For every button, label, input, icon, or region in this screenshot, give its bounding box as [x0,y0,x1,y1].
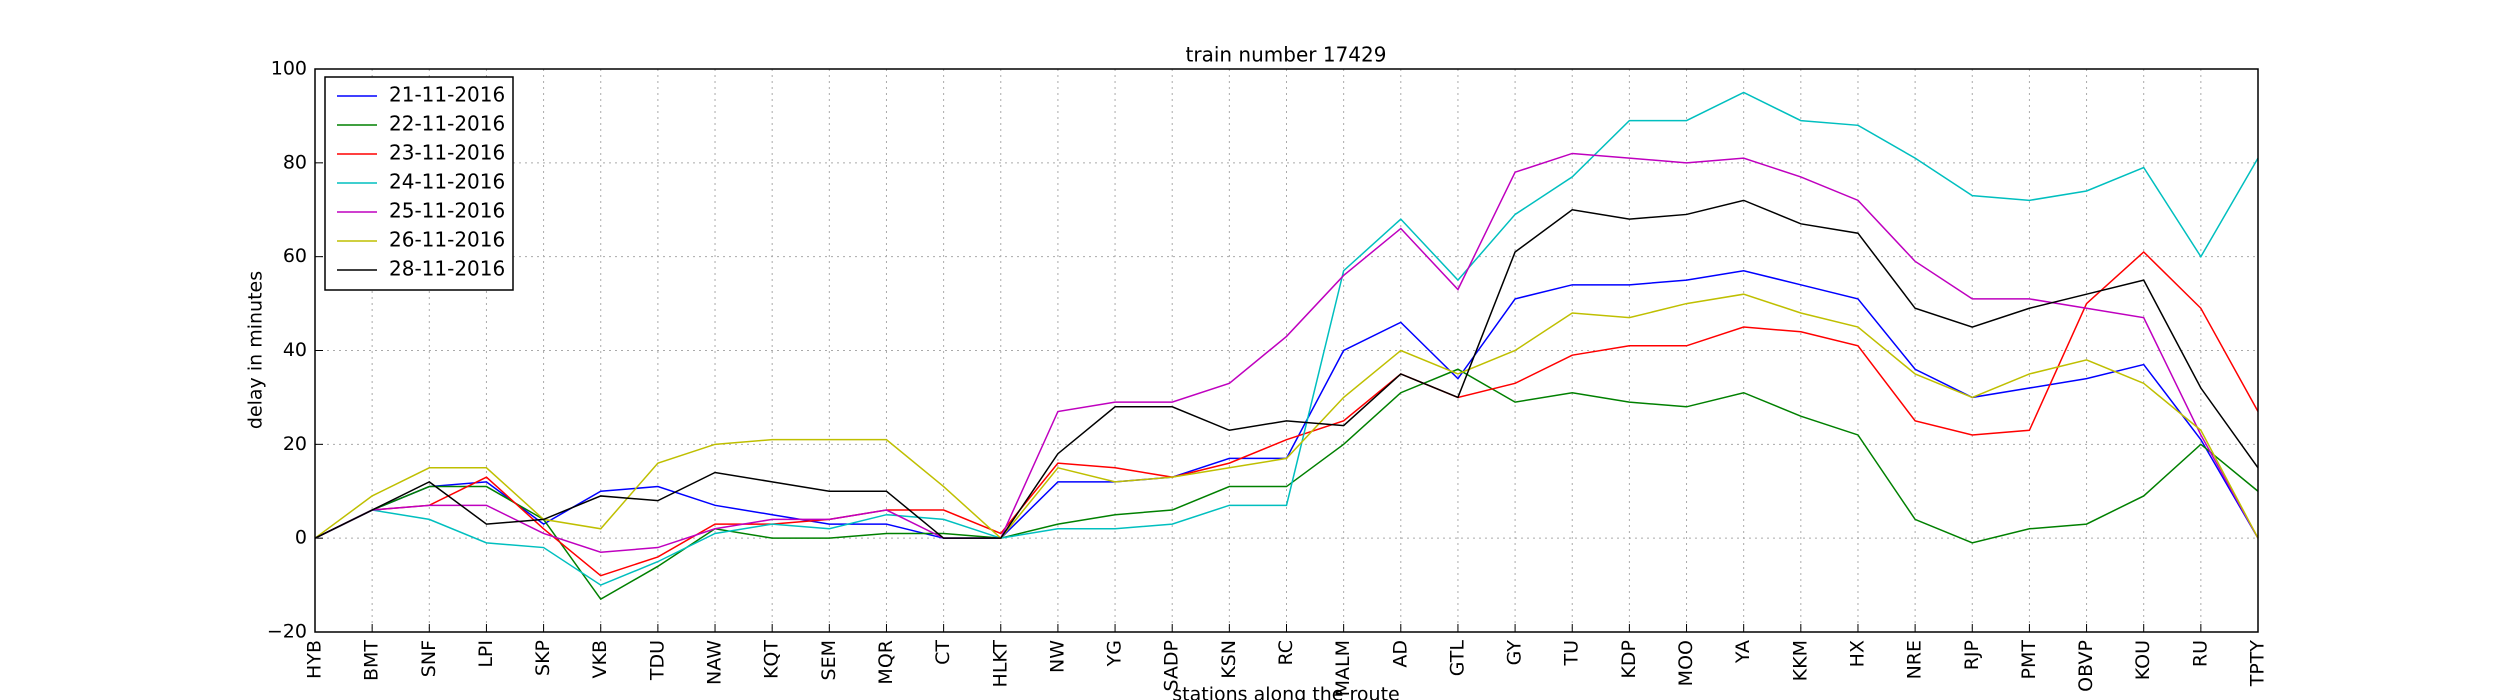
x-tick-label: GTL [1446,640,1468,677]
legend-label: 25-11-2016 [389,199,505,223]
x-tick-label: SKP [532,640,554,676]
x-tick-label: KSN [1218,640,1240,679]
x-axis-label: stations along the route [1172,684,1399,700]
x-tick-label: KQT [761,640,783,679]
x-tick-label: SNF [418,640,440,677]
x-tick-label: TU [1561,640,1583,667]
y-axis-label: delay in minutes [245,271,267,429]
x-tick-label: GY [1504,640,1526,666]
x-tick-label: HX [1846,640,1868,667]
line-series [314,152,2259,554]
plot-frame [314,68,2259,633]
legend-label: 24-11-2016 [389,170,505,194]
y-tick-label: 40 [283,339,307,361]
legend-label: 21-11-2016 [389,83,505,107]
line-series [314,91,2259,586]
y-tick-label: 80 [283,151,307,173]
x-tick-label: KDP [1618,640,1640,679]
line-series [314,368,2259,601]
x-tick-label: MOO [1675,640,1697,686]
x-tick-label: YG [1104,640,1126,667]
x-tick-label: SEM [818,640,840,680]
chart-title: train number 17429 [1186,43,1387,67]
x-tick-label: TDU [646,640,668,681]
x-tick-label: HYB [304,640,326,679]
x-tick-label: HLKT [989,640,1011,688]
x-tick-label: TPTY [2247,640,2269,688]
x-tick-label: MQR [875,640,897,685]
x-tick-label: KOU [2132,640,2154,680]
x-tick-label: RJP [1961,640,1983,670]
x-tick-label: LPI [475,640,497,668]
x-tick-label: BMT [361,640,383,681]
line-series [314,293,2259,540]
legend-label: 23-11-2016 [389,141,505,165]
x-tick-label: OBVP [2075,640,2097,692]
x-tick-label: NAW [704,640,726,685]
x-tick-label: NRE [1904,640,1926,679]
x-tick-label: NW [1046,640,1068,673]
legend-label: 26-11-2016 [389,228,505,252]
y-tick-label: 60 [283,245,307,267]
x-tick-label: KKM [1789,640,1811,681]
legend-label: 28-11-2016 [389,257,505,281]
legend-label: 22-11-2016 [389,112,505,136]
y-tick-label: 100 [271,58,307,80]
x-tick-label: RU [2189,640,2211,667]
y-tick-label: −20 [267,621,307,643]
x-tick-label: AD [1389,640,1411,668]
x-tick-label: RC [1275,640,1297,666]
x-tick-label: SADP [1161,640,1183,692]
y-tick-label: 0 [295,527,307,549]
y-tick-label: 20 [283,433,307,455]
x-tick-label: MALM [1332,640,1354,696]
x-tick-label: YA [1732,640,1754,664]
x-tick-label: VKB [589,640,611,679]
line-series [314,250,2259,577]
x-tick-label: PMT [2018,640,2040,680]
line-series [314,199,2259,539]
x-tick-label: CT [932,640,954,665]
